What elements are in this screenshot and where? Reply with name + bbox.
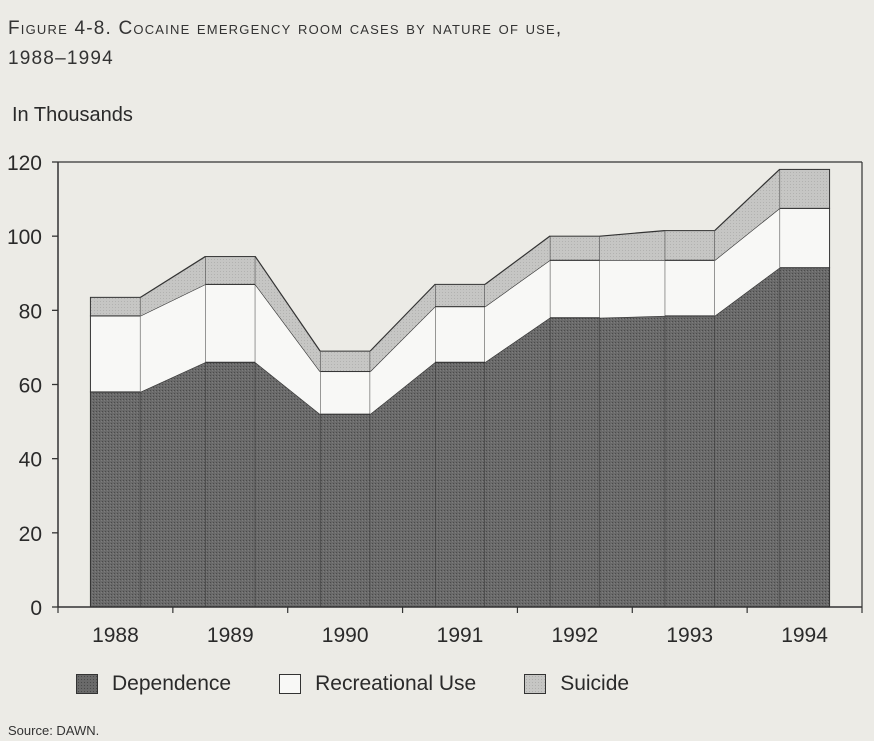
- legend-item-dependence: Dependence: [76, 672, 231, 696]
- y-tick-label-120: 120: [7, 152, 42, 175]
- y-tick-label-60: 60: [19, 375, 42, 398]
- bar-dependence-1990: [319, 413, 371, 608]
- legend-swatch-suicide: [524, 674, 547, 694]
- legend-label-suicide: Suicide: [560, 672, 630, 695]
- connector-line-suicide-1992-1993: [599, 230, 665, 237]
- connector-band-dependence-1988-1989: [140, 362, 206, 607]
- connector-band-recreational-use-1989-1990: [255, 284, 321, 415]
- legend: Dependence Recreational Use Suicide: [76, 672, 677, 696]
- connector-band-recreational-use-1990-1991: [370, 306, 435, 415]
- bar-suicide-1989: [204, 256, 256, 285]
- connector-line-suicide-1989-1990: [254, 256, 321, 352]
- bar-recreational-use-1988: [89, 315, 141, 393]
- connector-line-suicide-1991-1992: [484, 235, 551, 285]
- axes-group: 0 20 40 60 80 100 120 1988 1989 1990 1991 1992 1993 1…: [7, 152, 863, 647]
- y-tick-label-20: 20: [19, 523, 42, 546]
- connector-line-suicide-1993-1994: [714, 168, 780, 232]
- x-tick-label-1990: 1990: [322, 624, 369, 647]
- bar-suicide-1991: [434, 283, 486, 308]
- chart-title-line-1: Figure 4-8. Cocaine emergency room cases…: [8, 18, 563, 39]
- x-tick-label-1988: 1988: [92, 624, 139, 647]
- bar-dependence-1988: [89, 391, 141, 608]
- bar-recreational-use-1993: [664, 259, 716, 317]
- connector-band-suicide-1991-1992: [485, 236, 550, 307]
- bar-recreational-use-1990: [319, 371, 371, 415]
- x-tick-label-1994: 1994: [781, 624, 828, 647]
- bar-dependence-1993: [664, 315, 716, 608]
- bar-suicide-1990: [319, 350, 371, 373]
- bar-suicide-1988: [89, 296, 141, 317]
- connectors-group: [140, 168, 780, 607]
- connector-band-recreational-use-1988-1989: [140, 284, 206, 392]
- connector-band-dependence-1991-1992: [485, 317, 550, 607]
- y-tick-label-40: 40: [19, 449, 42, 472]
- chart-title: Figure 4-8. Cocaine emergency room cases…: [8, 14, 768, 74]
- bar-suicide-1993: [664, 230, 716, 261]
- bar-recreational-use-1989: [204, 283, 256, 363]
- bar-dependence-1989: [204, 361, 256, 608]
- x-tick-label-1992: 1992: [551, 624, 598, 647]
- bar-suicide-1994: [779, 168, 831, 209]
- bar-recreational-use-1992: [549, 259, 601, 319]
- connector-band-dependence-1993-1994: [714, 267, 780, 607]
- legend-label-dependence: Dependence: [112, 672, 232, 695]
- stacked-bar-chart: 0 20 40 60 80 100 120 1988 1989 1990 1991 1992 1993 1…: [7, 152, 863, 647]
- bar-recreational-use-1994: [779, 207, 831, 269]
- y-tick-label-0: 0: [30, 597, 42, 620]
- source-note: Source: DAWN.: [8, 723, 100, 738]
- connector-band-dependence-1989-1990: [255, 362, 321, 607]
- legend-label-recreational-use: Recreational Use: [315, 672, 477, 695]
- connector-band-suicide-1989-1990: [255, 256, 321, 372]
- y-axis-units-label: In Thousands: [12, 104, 133, 126]
- legend-item-recreational-use: Recreational Use: [279, 672, 476, 696]
- bar-recreational-use-1991: [434, 306, 486, 363]
- connector-band-recreational-use-1991-1992: [485, 260, 550, 363]
- connector-line-suicide-1988-1989: [140, 256, 206, 298]
- chart-title-line-2: 1988–1994: [8, 48, 114, 69]
- x-tick-label-1989: 1989: [207, 624, 254, 647]
- y-tick-label-100: 100: [7, 226, 42, 249]
- connector-band-recreational-use-1993-1994: [714, 208, 780, 316]
- legend-item-suicide: Suicide: [524, 672, 629, 696]
- bar-suicide-1992: [549, 235, 601, 261]
- bar-dependence-1994: [779, 267, 831, 608]
- connector-band-suicide-1988-1989: [140, 256, 206, 316]
- connector-band-recreational-use-1992-1993: [599, 260, 665, 318]
- x-tick-label-1993: 1993: [666, 624, 713, 647]
- bar-dependence-1992: [549, 317, 601, 608]
- connector-band-suicide-1992-1993: [599, 230, 665, 261]
- connector-line-suicide-1990-1991: [369, 283, 436, 352]
- connector-band-suicide-1990-1991: [370, 284, 435, 372]
- connector-band-dependence-1992-1993: [599, 315, 665, 607]
- legend-swatch-dependence: [76, 674, 98, 694]
- plot-frame: [58, 161, 863, 607]
- connector-band-suicide-1993-1994: [714, 169, 780, 261]
- legend-swatch-recreational-use: [279, 674, 302, 694]
- y-tick-label-80: 80: [19, 300, 42, 323]
- bar-dependence-1991: [434, 361, 486, 608]
- connector-band-dependence-1990-1991: [370, 362, 435, 607]
- x-tick-label-1991: 1991: [437, 624, 484, 647]
